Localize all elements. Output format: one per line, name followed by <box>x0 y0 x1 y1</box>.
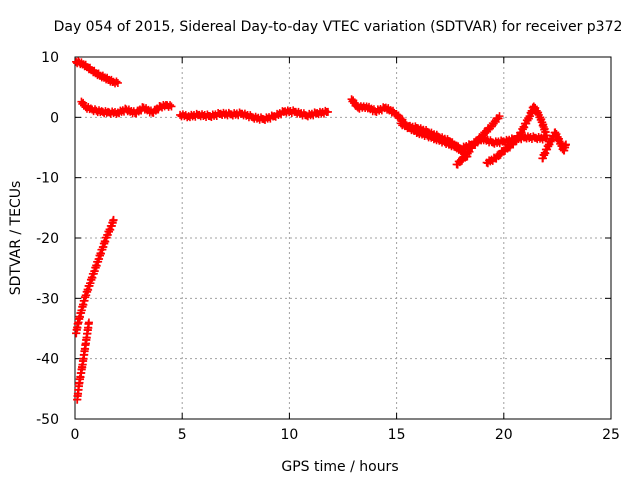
data-point <box>109 215 118 224</box>
series-arc-drop-a <box>72 215 118 338</box>
y-tick-label: -20 <box>36 231 59 247</box>
series-arc-wave-b <box>482 102 551 168</box>
series-arc-drop-b <box>73 318 93 404</box>
data-point <box>112 77 121 86</box>
series-arc-main <box>77 97 176 118</box>
data-point <box>323 107 332 116</box>
data-points <box>72 57 570 404</box>
data-point <box>113 78 122 87</box>
data-point <box>561 140 570 149</box>
x-tick-label: 15 <box>388 427 406 443</box>
x-tick-label: 25 <box>602 427 620 443</box>
series-arc-wave-a <box>452 112 504 169</box>
y-tick-label: 10 <box>41 50 59 66</box>
data-point <box>167 102 176 111</box>
data-point <box>84 318 93 327</box>
y-tick-label: -40 <box>36 352 59 368</box>
x-tick-label: 5 <box>178 427 187 443</box>
x-tick-label: 10 <box>280 427 298 443</box>
y-tick-label: -30 <box>36 291 59 307</box>
data-point <box>495 112 504 121</box>
series-arc-top <box>72 57 122 88</box>
x-tick-label: 20 <box>495 427 513 443</box>
chart-title: Day 054 of 2015, Sidereal Day-to-day VTE… <box>54 19 623 35</box>
x-tick-labels: 0 5 10 15 20 25 <box>71 427 620 443</box>
x-axis-label: GPS time / hours <box>281 459 398 475</box>
y-axis-label: SDTVAR / TECUs <box>8 181 24 296</box>
plot-frame <box>74 56 612 420</box>
series-arc-end <box>538 128 570 163</box>
y-tick-label: -50 <box>36 412 59 428</box>
series-arc-mid <box>176 106 332 124</box>
x-tick-label: 0 <box>71 427 80 443</box>
series-arc-late-b <box>396 119 551 154</box>
y-tick-label: 0 <box>50 110 59 126</box>
data-point <box>166 101 175 110</box>
y-tick-labels: -50 -40 -30 -20 -10 0 10 <box>36 50 59 428</box>
y-tick-label: -10 <box>36 171 59 187</box>
